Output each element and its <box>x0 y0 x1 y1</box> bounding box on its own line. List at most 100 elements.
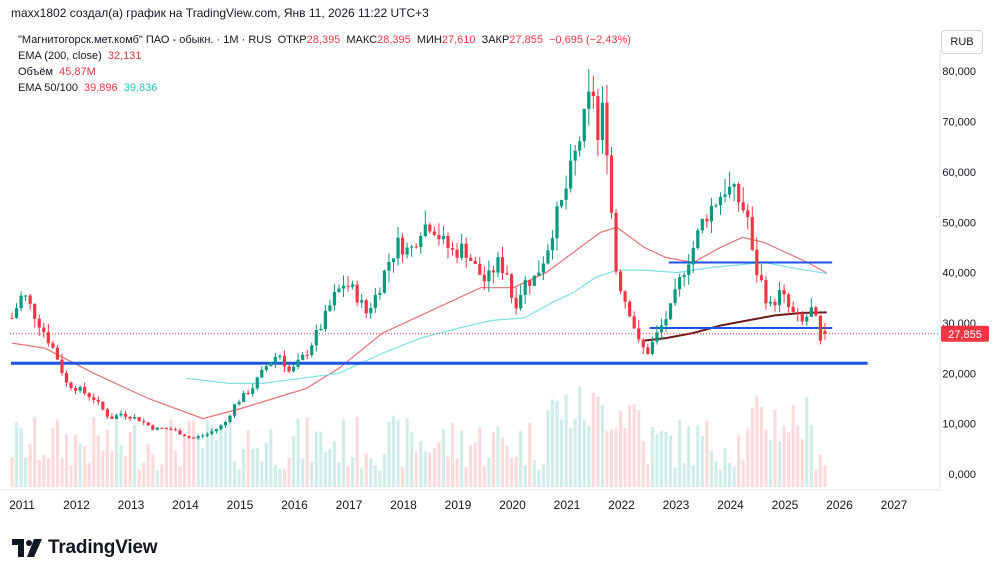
volume-bar <box>405 418 409 487</box>
x-tick-label: 2015 <box>227 498 254 512</box>
volume-bar <box>582 420 586 487</box>
candle-body <box>746 210 750 218</box>
candle-body <box>696 230 700 248</box>
candle-body <box>346 285 350 287</box>
volume-bar <box>260 461 264 487</box>
candle-body <box>173 429 178 431</box>
candle-body <box>114 415 119 419</box>
candle-body <box>360 300 364 303</box>
candle-body <box>251 388 255 394</box>
candle-body <box>759 275 763 280</box>
volume-bar <box>791 405 795 487</box>
volume-bar <box>301 458 305 487</box>
candle-body <box>782 290 786 295</box>
candle-body <box>369 307 373 314</box>
high-label: МАКС <box>346 34 378 46</box>
candle-body <box>423 224 427 237</box>
candle-body <box>205 434 209 436</box>
candle-body <box>269 362 273 367</box>
candle-body <box>291 366 296 372</box>
volume-bar <box>210 424 214 487</box>
change-value: −0,695 (−2,43%) <box>549 34 631 46</box>
volume-bar <box>777 441 782 487</box>
volume-bar <box>46 457 50 487</box>
candle-body <box>169 428 173 430</box>
volume-bar <box>523 465 527 487</box>
candle-body <box>414 246 418 248</box>
volume-bar <box>419 441 423 487</box>
candle-body <box>714 205 718 207</box>
volume-bar <box>555 400 559 487</box>
volume-bar <box>232 461 237 487</box>
volume-bar <box>110 450 114 487</box>
volume-bar <box>509 457 514 487</box>
volume-bar <box>123 455 128 487</box>
y-tick-label: 70,000 <box>942 117 976 129</box>
candle-body <box>60 359 64 373</box>
candle-body <box>687 264 691 276</box>
candle-body <box>182 434 187 437</box>
volume-bar <box>482 465 486 487</box>
volume-bar <box>787 432 791 487</box>
x-tick-label: 2026 <box>826 498 853 512</box>
candle-body <box>242 393 246 402</box>
volume-bar <box>818 454 823 487</box>
volume-bar <box>119 444 123 487</box>
legend-volume-row[interactable]: Объём 45,87M <box>18 64 634 80</box>
volume-bar <box>182 437 187 487</box>
legend-ema50-100-row[interactable]: EMA 50/100 39,896 39,836 <box>18 80 634 96</box>
volume-bar <box>678 419 682 487</box>
candle-body <box>818 315 823 341</box>
candle-body <box>727 186 732 195</box>
candle-body <box>214 428 218 432</box>
legend-ema200-row[interactable]: EMA (200, close) 32,131 <box>18 48 634 64</box>
volume-bar <box>473 443 477 487</box>
tradingview-logo[interactable]: TradingView <box>12 537 158 559</box>
x-tick-label: 2027 <box>881 498 908 512</box>
symbol-title[interactable]: "Магнитогорск.мет.комб" ПАО - обыкн. · 1… <box>18 34 272 46</box>
volume-bar <box>219 427 223 487</box>
candle-body <box>587 91 591 109</box>
legend-symbol-row[interactable]: "Магнитогорск.мет.комб" ПАО - обыкн. · 1… <box>18 32 634 48</box>
volume-bar <box>391 415 396 487</box>
x-tick-label: 2020 <box>499 498 526 512</box>
candle-body <box>650 341 654 354</box>
candle-body <box>428 224 432 232</box>
volume-bar <box>741 460 745 487</box>
volume-bar <box>759 407 763 487</box>
volume-bar <box>214 439 218 487</box>
volume-bar <box>668 435 673 487</box>
volume-bar <box>823 465 827 487</box>
volume-bar <box>532 460 536 487</box>
volume-bar <box>809 424 813 487</box>
candle-body <box>514 297 518 309</box>
candle-body <box>768 301 773 304</box>
volume-bar <box>705 420 709 487</box>
volume-bar <box>173 450 178 487</box>
candle-body <box>823 331 827 334</box>
volume-bar <box>87 463 91 487</box>
candle-body <box>519 294 523 309</box>
candle-body <box>578 141 582 151</box>
candle-body <box>741 202 745 211</box>
volume-bar <box>541 463 545 487</box>
volume-bar <box>773 409 777 487</box>
candle-body <box>323 310 327 329</box>
y-tick-label: 60,000 <box>942 167 976 179</box>
candle-body <box>509 274 514 298</box>
candle-body <box>537 272 541 276</box>
currency-button[interactable]: RUB <box>941 30 983 54</box>
x-tick-label: 2014 <box>172 498 199 512</box>
volume-bar <box>319 431 323 487</box>
candle-body <box>33 303 37 319</box>
volume-bar <box>673 467 677 487</box>
horizontal-levels <box>10 261 868 365</box>
volume-bar <box>223 430 228 487</box>
candle-body <box>96 399 100 402</box>
volume-bar <box>727 462 732 487</box>
candle-body <box>87 393 91 398</box>
volume-bar <box>587 426 591 487</box>
candle-body <box>282 355 287 367</box>
candle-body <box>569 160 573 189</box>
